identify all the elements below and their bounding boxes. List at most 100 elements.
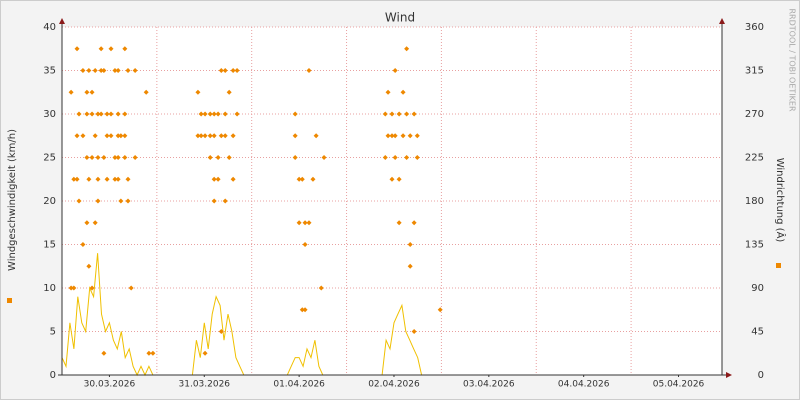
direction-point: [411, 111, 417, 117]
direction-point: [299, 307, 305, 313]
direction-point: [80, 242, 86, 247]
direction-point: [125, 68, 131, 73]
direction-point: [101, 155, 107, 160]
direction-point: [92, 220, 98, 226]
direction-point: [411, 329, 417, 334]
direction-point: [122, 133, 128, 139]
x-tick-label: 02.04.2026: [368, 380, 420, 390]
direction-point: [76, 198, 82, 204]
direction-point: [400, 89, 406, 95]
y-tick-label: 25: [43, 153, 56, 164]
direction-point: [115, 68, 121, 73]
x-tick-label: 04.04.2026: [558, 380, 610, 390]
direction-point: [230, 68, 236, 73]
direction-point: [389, 111, 395, 117]
direction-point: [122, 111, 128, 117]
x-tick-label: 01.04.2026: [273, 380, 325, 390]
direction-point: [101, 68, 107, 73]
direction-point: [211, 133, 217, 139]
direction-point: [86, 263, 92, 269]
direction-point: [411, 220, 417, 226]
direction-point: [98, 46, 104, 52]
direction-point: [95, 176, 101, 182]
direction-point: [222, 68, 228, 73]
direction-point: [437, 307, 443, 313]
direction-point: [104, 111, 110, 117]
direction-point: [407, 263, 413, 269]
direction-point: [115, 155, 121, 160]
direction-point: [385, 89, 391, 95]
direction-point: [302, 242, 308, 247]
direction-point: [95, 198, 101, 204]
direction-point: [215, 176, 221, 182]
direction-point: [400, 133, 406, 139]
direction-point: [404, 46, 410, 52]
y2-tick-label: 315: [745, 66, 764, 77]
direction-point: [218, 329, 224, 334]
direction-point: [74, 46, 80, 52]
direction-point: [230, 133, 236, 139]
legend-swatch: [7, 298, 12, 303]
direction-point: [292, 133, 298, 139]
direction-point: [76, 111, 82, 117]
direction-point: [146, 350, 152, 356]
direction-point: [389, 133, 395, 139]
direction-point: [101, 350, 107, 356]
direction-point: [299, 176, 305, 182]
direction-point: [310, 176, 316, 182]
direction-point: [222, 198, 228, 204]
y2-tick-label: 135: [745, 240, 764, 251]
direction-point: [68, 285, 74, 291]
direction-point: [404, 111, 410, 117]
y2-axis-label: Windrichtung (Â): [774, 158, 787, 243]
direction-point: [112, 155, 118, 160]
direction-point: [92, 133, 98, 139]
direction-point: [382, 155, 388, 160]
y-tick-label: 20: [43, 196, 56, 207]
direction-point: [211, 111, 217, 117]
direction-point: [115, 176, 121, 182]
direction-point: [211, 176, 217, 182]
direction-point: [84, 111, 90, 117]
direction-point: [296, 176, 302, 182]
direction-point: [104, 176, 110, 182]
direction-point: [218, 133, 224, 139]
direction-point: [198, 133, 204, 139]
direction-point: [302, 307, 308, 313]
x-tick-label: 03.04.2026: [463, 380, 515, 390]
direction-point: [118, 133, 124, 139]
y2-tick-label: 270: [745, 109, 764, 120]
direction-point: [89, 111, 95, 117]
direction-point: [150, 350, 156, 356]
direction-point: [306, 68, 312, 73]
direction-point: [86, 68, 92, 73]
direction-point: [215, 111, 221, 117]
direction-point: [84, 220, 90, 226]
direction-point: [234, 68, 240, 73]
direction-point: [313, 133, 319, 139]
direction-point: [108, 111, 114, 117]
direction-point: [195, 89, 201, 95]
direction-point: [392, 133, 398, 139]
direction-point: [407, 242, 413, 247]
arrow: [719, 18, 725, 24]
direction-point: [132, 155, 138, 160]
direction-point: [71, 285, 77, 291]
direction-point: [128, 285, 134, 291]
marks: [61, 46, 443, 377]
direction-point: [222, 111, 228, 117]
direction-point: [234, 111, 240, 117]
y2-tick-label: 45: [751, 327, 764, 338]
direction-point: [230, 176, 236, 182]
x-tick-label: 05.04.2026: [653, 380, 705, 390]
y-tick-label: 35: [43, 66, 56, 77]
direction-point: [122, 46, 128, 52]
direction-point: [318, 285, 324, 291]
direction-point: [74, 133, 80, 139]
direction-point: [84, 89, 90, 95]
y2-tick-label: 0: [758, 370, 764, 381]
y-tick-label: 10: [43, 283, 56, 294]
y-axis-label: Windgeschwindigkeit (km/h): [7, 129, 18, 271]
direction-point: [414, 155, 420, 160]
